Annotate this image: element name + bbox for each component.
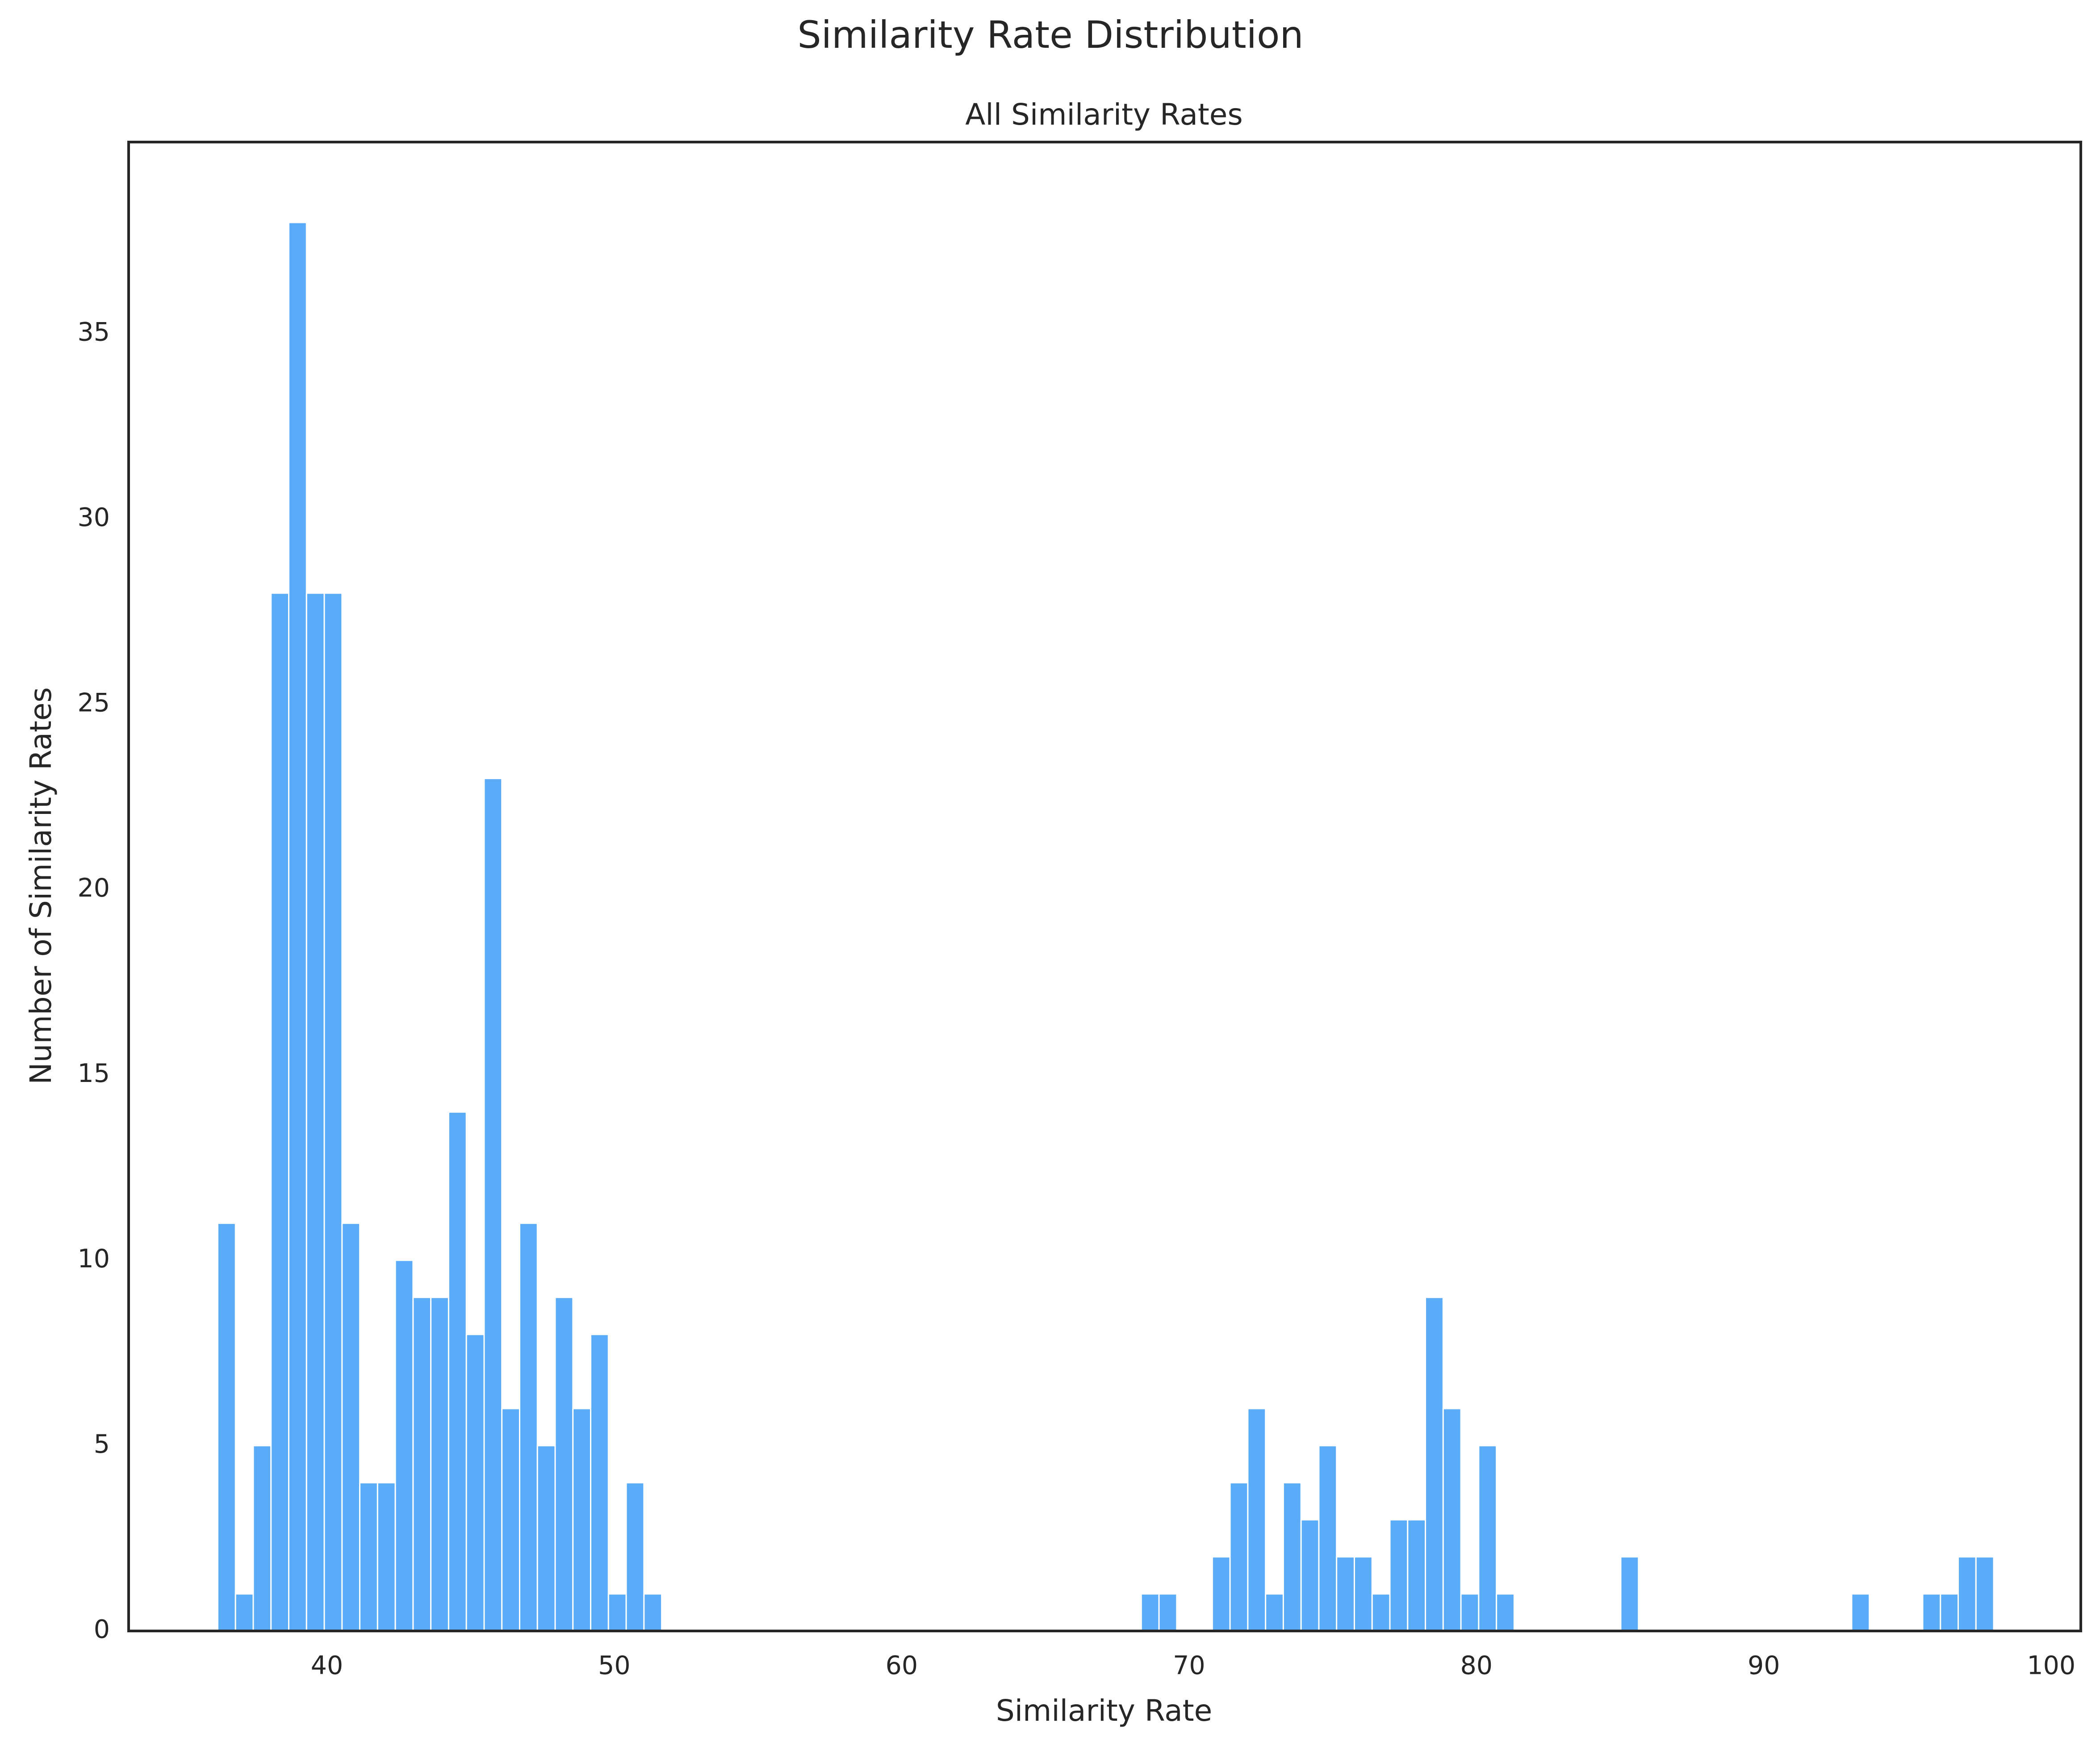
bar (1336, 1556, 1355, 1632)
y-tick-label: 25 (77, 688, 110, 717)
bar (1620, 1556, 1640, 1632)
y-tick-label: 0 (94, 1615, 110, 1644)
bar (1940, 1593, 1959, 1632)
y-tick-label: 15 (77, 1059, 110, 1088)
y-tick-label: 35 (77, 318, 110, 347)
bar (1442, 1408, 1462, 1632)
bar (625, 1482, 645, 1632)
bar (305, 592, 325, 1632)
bar (1922, 1593, 1941, 1632)
bar (1478, 1445, 1498, 1632)
y-tick-label: 30 (77, 503, 110, 532)
bar (465, 1333, 485, 1632)
bar (217, 1222, 236, 1632)
bar (1407, 1519, 1426, 1632)
bar (643, 1593, 663, 1632)
x-tick-label: 90 (1748, 1651, 1780, 1681)
x-tick-label: 50 (598, 1651, 631, 1681)
bar (1371, 1593, 1391, 1632)
bar (1425, 1296, 1444, 1632)
bar (1958, 1556, 1977, 1632)
bar (572, 1408, 592, 1632)
bar (554, 1296, 574, 1632)
chart-subtitle: All Similarity Rates (965, 97, 1243, 132)
y-tick-label: 10 (77, 1244, 110, 1274)
x-tick-label: 40 (311, 1651, 343, 1681)
bar (288, 222, 307, 1632)
bar (430, 1296, 449, 1632)
bar (483, 778, 503, 1632)
bar (1140, 1593, 1160, 1632)
bar (1496, 1593, 1515, 1632)
bar (341, 1222, 361, 1632)
x-tick-label: 60 (886, 1651, 918, 1681)
chart-title: Similarity Rate Distribution (797, 13, 1303, 57)
bar (448, 1111, 467, 1632)
bar (1300, 1519, 1320, 1632)
plot-frame (127, 141, 2083, 1633)
bar (519, 1222, 538, 1632)
bar (394, 1259, 414, 1632)
x-tick-label: 100 (2027, 1651, 2075, 1681)
bar (1389, 1519, 1409, 1632)
bar (501, 1408, 520, 1632)
bar (607, 1593, 627, 1632)
bar (323, 592, 343, 1632)
bar (590, 1333, 609, 1632)
bar (270, 592, 290, 1632)
bar (536, 1445, 556, 1632)
bar (1211, 1556, 1231, 1632)
plot-area (217, 222, 1995, 1632)
y-tick-label: 20 (77, 873, 110, 903)
bar (252, 1445, 272, 1632)
bar (376, 1482, 396, 1632)
x-tick-label: 80 (1460, 1651, 1493, 1681)
bar (1460, 1593, 1480, 1632)
bar (1265, 1593, 1284, 1632)
bar (1975, 1556, 1995, 1632)
bar (1318, 1445, 1338, 1632)
y-tick-label: 5 (94, 1429, 110, 1459)
y-axis-label: Number of Similarity Rates (24, 687, 58, 1084)
bar (412, 1296, 432, 1632)
bar (1851, 1593, 1870, 1632)
bar (1247, 1408, 1267, 1632)
bar (1158, 1593, 1178, 1632)
bar (1282, 1482, 1302, 1632)
bar (1353, 1556, 1373, 1632)
x-axis-label: Similarity Rate (996, 1694, 1212, 1728)
x-tick-label: 70 (1173, 1651, 1205, 1681)
bar (234, 1593, 254, 1632)
bar (359, 1482, 378, 1632)
bar (1229, 1482, 1249, 1632)
